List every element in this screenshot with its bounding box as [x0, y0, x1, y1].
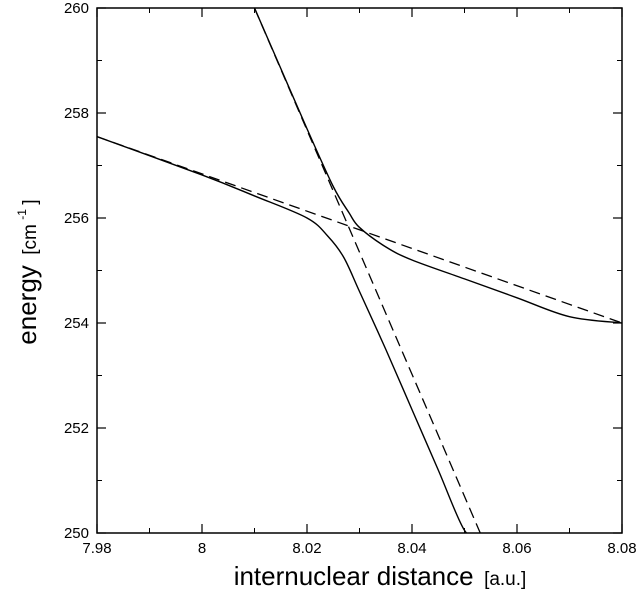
plot-area [96, 7, 623, 534]
adiabatic-curve-2 [253, 8, 622, 324]
x-tick-label: 8.02 [292, 540, 321, 557]
adiabatic-curve-1 [97, 135, 468, 533]
x-axis-label-text: internuclear distance [234, 561, 474, 591]
y-tick-label: 252 [64, 420, 89, 437]
x-tick-label: 8.06 [502, 540, 531, 557]
x-tick-label: 8.08 [607, 540, 636, 557]
series-group [97, 8, 622, 533]
plot-frame [96, 7, 623, 534]
y-axis-unit-prefix: [cm [20, 224, 41, 255]
x-tick-label: 8 [198, 540, 206, 557]
y-axis-unit-exponent: -1 [15, 209, 29, 220]
y-tick-label: 260 [64, 0, 89, 17]
x-axis-label: internuclear distance [a.u.] [234, 561, 527, 591]
y-tick-label: 258 [64, 105, 89, 122]
y-tick-label: 250 [64, 525, 89, 542]
y-axis-unit-suffix: ] [20, 199, 41, 204]
y-axis-label-text: energy [12, 265, 42, 345]
tick-labels-group: 7.98 8 8.02 8.04 8.06 8.08 250 252 254 256 258 260 [64, 0, 637, 557]
x-tick-label: 7.98 [82, 540, 111, 557]
y-axis-label: energy [cm -1 ] [12, 199, 42, 344]
y-tick-label: 256 [64, 210, 89, 227]
x-axis-unit: [a.u.] [484, 569, 526, 590]
ticks-group [96, 7, 623, 534]
y-tick-label: 254 [64, 315, 89, 332]
diabatic-line-1 [97, 136, 622, 324]
x-tick-label: 8.04 [397, 540, 426, 557]
